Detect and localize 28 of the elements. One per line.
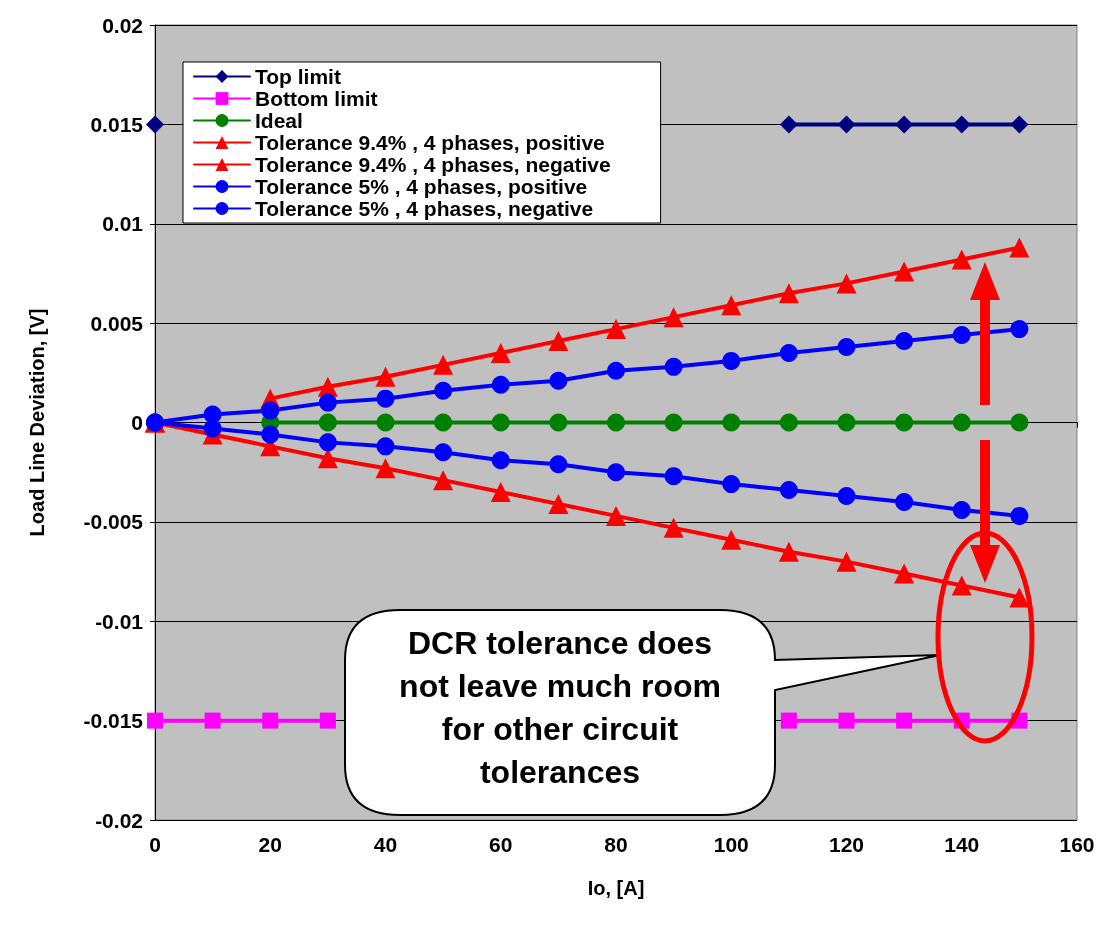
y-tick-label: 0.015 <box>90 112 144 136</box>
y-tick-label: 0.01 <box>102 212 144 236</box>
y-tick-label: -0.015 <box>83 709 144 733</box>
x-tick-label: 160 <box>1059 833 1095 856</box>
legend-label: Tolerance 5% , 4 phases, negative <box>255 197 594 220</box>
x-tick-label: 140 <box>944 833 980 856</box>
y-tick-label: 0 <box>131 411 143 434</box>
legend-label: Tolerance 9.4% , 4 phases, positive <box>255 131 605 154</box>
legend-label: Tolerance 9.4% , 4 phases, negative <box>255 153 611 176</box>
y-tick-label: -0.005 <box>83 510 144 534</box>
x-tick-label: 40 <box>373 833 398 856</box>
x-tick-label: 80 <box>604 833 628 856</box>
y-tick-label: 0.02 <box>102 13 143 37</box>
x-tick-label: 120 <box>828 833 865 856</box>
legend-label: Ideal <box>255 109 303 132</box>
x-tick-label: 60 <box>489 833 513 856</box>
y-tick-label: -0.01 <box>95 609 144 633</box>
x-tick-label: 100 <box>713 833 749 856</box>
y-tick-label: -0.02 <box>95 808 143 832</box>
annotation: DCR tolerance does not leave much room for other circuit tolerances <box>398 624 722 792</box>
x-axis-title: Io, [A] <box>587 877 645 899</box>
legend-label: Tolerance 5% , 4 phases, positive <box>255 175 588 198</box>
x-tick-label: 0 <box>149 833 161 856</box>
y-axis-title: Load Line Deviation, [V] <box>26 308 48 537</box>
legend-label: Bottom limit <box>255 87 378 110</box>
legend-label: Top limit <box>255 65 341 88</box>
x-tick-label: 20 <box>258 833 282 856</box>
y-tick-label: 0.005 <box>90 311 144 335</box>
